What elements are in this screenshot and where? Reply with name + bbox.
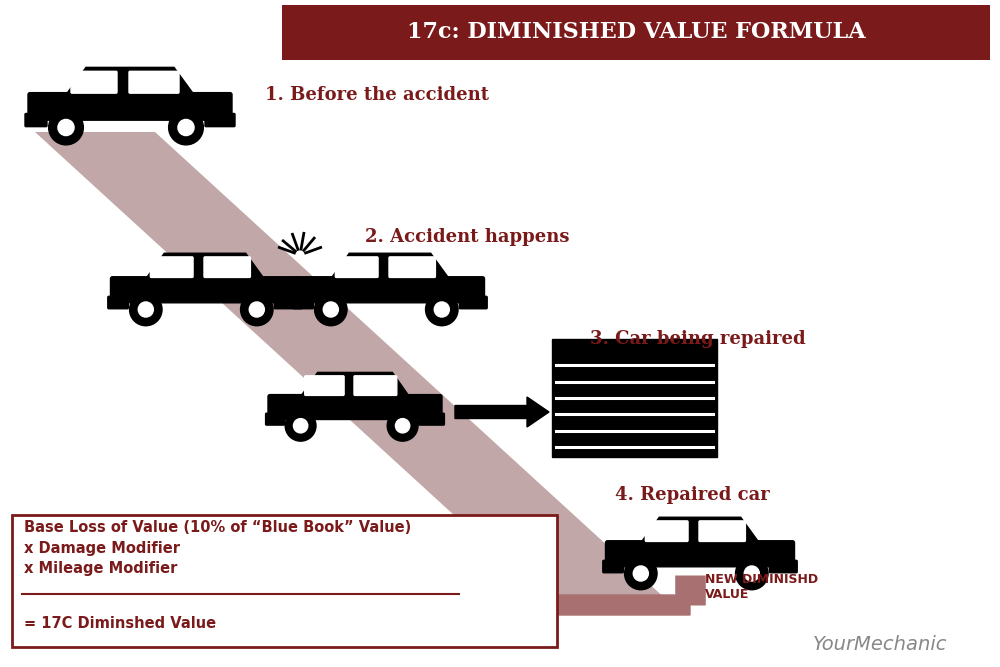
FancyBboxPatch shape bbox=[389, 257, 435, 277]
FancyBboxPatch shape bbox=[110, 277, 300, 303]
FancyBboxPatch shape bbox=[606, 541, 794, 567]
Text: 2. Accident happens: 2. Accident happens bbox=[365, 228, 570, 246]
Circle shape bbox=[285, 410, 316, 441]
Text: 3. Car being repaired: 3. Car being repaired bbox=[590, 330, 806, 348]
FancyBboxPatch shape bbox=[354, 376, 397, 396]
FancyBboxPatch shape bbox=[305, 376, 344, 396]
Text: YourMechanic: YourMechanic bbox=[813, 636, 947, 654]
FancyBboxPatch shape bbox=[603, 560, 623, 573]
FancyBboxPatch shape bbox=[204, 257, 250, 277]
Circle shape bbox=[315, 293, 347, 325]
Circle shape bbox=[426, 293, 458, 325]
FancyBboxPatch shape bbox=[699, 521, 745, 542]
FancyBboxPatch shape bbox=[28, 93, 232, 120]
FancyArrow shape bbox=[190, 586, 690, 624]
FancyBboxPatch shape bbox=[293, 296, 313, 309]
Circle shape bbox=[169, 110, 203, 145]
Circle shape bbox=[736, 557, 768, 590]
FancyBboxPatch shape bbox=[274, 296, 302, 309]
Circle shape bbox=[633, 566, 648, 581]
Text: 17c: DIMINISHED VALUE FORMULA: 17c: DIMINISHED VALUE FORMULA bbox=[407, 21, 865, 43]
Text: = 17C Diminshed Value: = 17C Diminshed Value bbox=[24, 616, 216, 630]
Circle shape bbox=[625, 557, 657, 590]
FancyBboxPatch shape bbox=[71, 71, 117, 93]
FancyBboxPatch shape bbox=[266, 413, 285, 425]
FancyBboxPatch shape bbox=[205, 113, 235, 127]
Circle shape bbox=[395, 419, 410, 433]
Circle shape bbox=[241, 293, 273, 325]
Circle shape bbox=[387, 410, 418, 441]
Text: NEW DIMINISHD
VALUE: NEW DIMINISHD VALUE bbox=[705, 573, 818, 601]
Circle shape bbox=[49, 110, 83, 145]
Polygon shape bbox=[641, 517, 759, 543]
Polygon shape bbox=[331, 253, 449, 279]
Polygon shape bbox=[301, 372, 409, 397]
Polygon shape bbox=[35, 132, 680, 612]
Polygon shape bbox=[66, 67, 194, 95]
Circle shape bbox=[434, 302, 449, 317]
FancyBboxPatch shape bbox=[12, 515, 557, 647]
Text: Base Loss of Value (10% of “Blue Book” Value): Base Loss of Value (10% of “Blue Book” V… bbox=[24, 520, 411, 534]
Circle shape bbox=[130, 293, 162, 325]
FancyBboxPatch shape bbox=[282, 5, 990, 60]
FancyBboxPatch shape bbox=[108, 296, 128, 309]
Circle shape bbox=[138, 302, 153, 317]
Text: 1. Before the accident: 1. Before the accident bbox=[265, 86, 489, 104]
Polygon shape bbox=[146, 253, 264, 279]
FancyBboxPatch shape bbox=[769, 560, 797, 573]
Circle shape bbox=[744, 566, 759, 581]
FancyBboxPatch shape bbox=[552, 354, 717, 457]
Text: x Damage Modifier: x Damage Modifier bbox=[24, 540, 180, 556]
FancyBboxPatch shape bbox=[419, 413, 444, 425]
FancyBboxPatch shape bbox=[459, 296, 487, 309]
Text: x Mileage Modifier: x Mileage Modifier bbox=[24, 560, 177, 576]
Circle shape bbox=[58, 119, 74, 135]
FancyBboxPatch shape bbox=[295, 277, 484, 303]
Circle shape bbox=[249, 302, 264, 317]
FancyBboxPatch shape bbox=[645, 521, 688, 542]
FancyBboxPatch shape bbox=[25, 113, 47, 127]
FancyBboxPatch shape bbox=[552, 339, 717, 354]
FancyArrow shape bbox=[455, 397, 549, 427]
Circle shape bbox=[293, 419, 308, 433]
FancyBboxPatch shape bbox=[150, 257, 193, 277]
FancyBboxPatch shape bbox=[268, 395, 442, 420]
FancyBboxPatch shape bbox=[129, 71, 179, 93]
Circle shape bbox=[323, 302, 338, 317]
FancyBboxPatch shape bbox=[335, 257, 378, 277]
Circle shape bbox=[178, 119, 194, 135]
Text: 4. Repaired car: 4. Repaired car bbox=[615, 486, 770, 504]
